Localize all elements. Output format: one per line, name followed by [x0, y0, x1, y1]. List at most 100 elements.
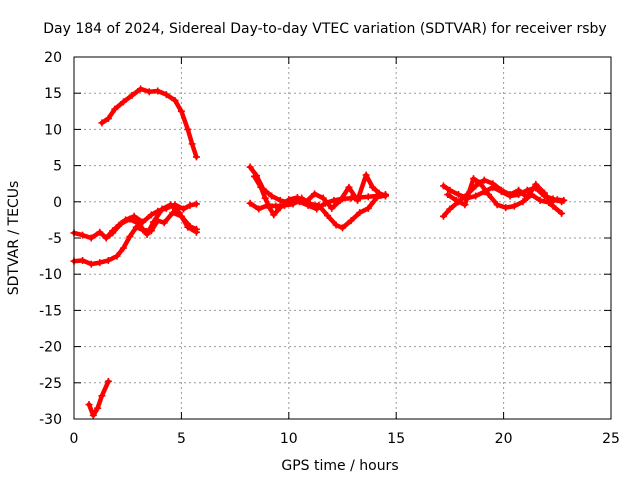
y-tick-label: -25: [39, 376, 62, 392]
data-point: [246, 163, 254, 171]
data-point: [104, 115, 112, 123]
data-point: [515, 186, 523, 194]
data-point: [446, 186, 454, 194]
data-point: [480, 176, 488, 184]
data-point: [265, 204, 273, 212]
y-axis-label: SDTVAR / TECUs: [6, 181, 22, 296]
data-point: [89, 411, 97, 419]
data-point: [332, 221, 340, 229]
data-point: [470, 175, 478, 183]
grid: [74, 57, 611, 419]
data-point: [175, 209, 183, 217]
data-point: [192, 153, 200, 161]
series-arc-4: [103, 202, 199, 241]
data-point: [96, 228, 104, 236]
data-point: [347, 217, 355, 225]
data-point: [184, 125, 192, 133]
data-point: [154, 87, 162, 95]
data-point: [250, 172, 258, 180]
y-tick-labels: -30 -25 -20 -15 -10 -5 0 5 10 15 20: [39, 50, 62, 428]
data-point: [339, 224, 346, 232]
data-point: [545, 199, 553, 207]
x-tick-label: 15: [387, 431, 405, 447]
data-point: [128, 91, 136, 99]
data-point: [268, 192, 276, 200]
data-point: [160, 219, 168, 227]
data-point: [364, 204, 372, 212]
y-tick-label: 20: [44, 50, 62, 66]
data-point: [356, 209, 364, 217]
data-point: [315, 201, 323, 209]
x-tick-label: 10: [280, 431, 298, 447]
data-point: [446, 205, 454, 213]
data-point: [439, 182, 447, 190]
data-point: [439, 212, 447, 220]
y-tick-label: 5: [53, 159, 62, 175]
data-point: [126, 233, 134, 241]
data-point: [246, 199, 254, 207]
data-point: [167, 201, 175, 209]
x-tick-labels: 0 5 10 15 20 25: [70, 431, 620, 447]
x-axis-label: GPS time / hours: [281, 458, 398, 474]
data-point: [452, 196, 460, 204]
data-point: [184, 223, 192, 231]
x-tick-label: 20: [495, 431, 513, 447]
data-point: [319, 194, 327, 202]
data-point: [272, 202, 280, 210]
data-point: [336, 196, 344, 204]
data-point: [553, 196, 561, 204]
data-point: [169, 209, 177, 217]
data-point: [104, 256, 112, 264]
data-point: [98, 392, 106, 400]
data-point: [375, 189, 383, 197]
data-point: [147, 211, 155, 219]
y-tick-label: 0: [53, 195, 62, 211]
data-point: [79, 256, 87, 264]
data-point: [536, 196, 544, 204]
data-point: [289, 200, 297, 208]
data-point: [117, 220, 125, 228]
data-point: [149, 218, 157, 226]
y-tick-label: 15: [44, 86, 62, 102]
data-point: [87, 260, 95, 268]
data-point: [528, 191, 536, 199]
data-point: [186, 201, 194, 209]
series-arc-1: [99, 86, 199, 160]
data-point: [476, 179, 484, 187]
data-point: [109, 229, 117, 237]
data-point: [506, 191, 514, 199]
data-point: [330, 196, 338, 204]
axis-ticks: [73, 56, 612, 420]
chart-title: Day 184 of 2024, Sidereal Day-to-day VTE…: [43, 21, 606, 37]
data-point: [130, 212, 138, 220]
data-point: [192, 200, 200, 208]
data-point: [261, 194, 269, 202]
data-point: [444, 191, 452, 199]
data-point: [98, 119, 106, 127]
data-point: [276, 196, 284, 204]
data-point: [532, 180, 540, 188]
data-point: [540, 189, 548, 197]
data-series: [70, 85, 568, 419]
data-point: [489, 180, 497, 188]
data-point: [134, 220, 142, 228]
data-point: [311, 190, 319, 198]
x-tick-label: 5: [177, 431, 186, 447]
x-tick-label: 25: [602, 431, 620, 447]
data-point: [381, 192, 389, 200]
data-point: [369, 183, 377, 191]
data-point: [111, 105, 119, 113]
data-point: [485, 191, 493, 199]
data-point: [145, 88, 153, 96]
y-tick-label: -15: [39, 303, 62, 319]
x-tick-label: 0: [70, 431, 79, 447]
series-arc-5: [86, 379, 111, 418]
data-point: [126, 215, 134, 223]
y-tick-label: -5: [48, 231, 62, 247]
data-point: [362, 171, 370, 179]
data-point: [158, 205, 166, 213]
data-point: [510, 202, 518, 210]
data-point: [461, 201, 469, 209]
data-point: [293, 193, 301, 201]
data-point: [285, 196, 293, 204]
